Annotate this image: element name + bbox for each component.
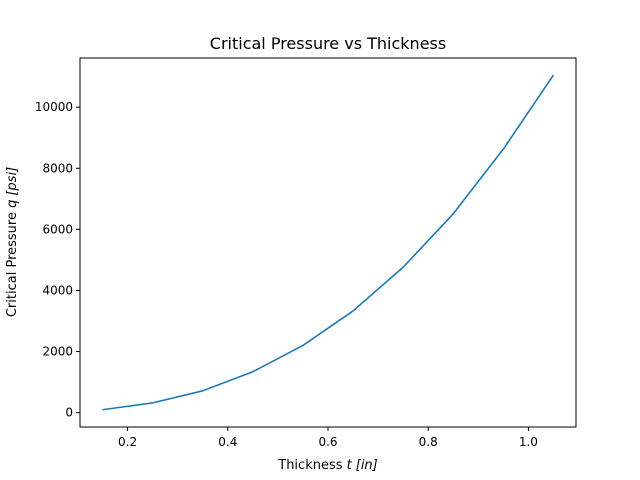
y-tick-label: 6000 [42,222,73,236]
x-axis-label: Thickness t [in] [277,458,378,473]
y-axis-label-var: q [5,200,20,208]
y-axis-label-unit: [psi] [5,167,20,196]
y-axis-label-main: Critical Pressure [5,208,20,317]
y-tick-label: 2000 [42,345,73,359]
x-tick-label: 0.8 [419,435,438,449]
x-tick-label: 0.6 [318,435,337,449]
series-layer [102,74,555,411]
x-tick-label: 1.0 [519,435,538,449]
y-axis-label: Critical Pressure q [psi] [5,167,20,317]
y-tick-label: 8000 [42,161,73,175]
x-axis-label-main: Thickness [277,458,346,473]
x-tick-label: 0.2 [118,435,137,449]
y-tick-label: 4000 [42,283,73,297]
chart-title: Critical Pressure vs Thickness [210,34,446,53]
y-tick-label: 10000 [35,100,73,114]
series-line [102,74,555,411]
axes-frame [79,57,577,428]
x-axis-label-var: t [347,458,353,473]
plot-area: 0.2 0.4 0.6 0.8 1.0 0 2000 4000 6000 8000 10000 [35,57,577,449]
x-tick-label: 0.4 [218,435,237,449]
y-axis-ticks: 0 2000 4000 6000 8000 10000 [35,100,80,420]
y-tick-label: 0 [65,406,73,420]
x-axis-ticks: 0.2 0.4 0.6 0.8 1.0 [118,427,538,449]
x-axis-label-unit: [in] [356,458,378,473]
